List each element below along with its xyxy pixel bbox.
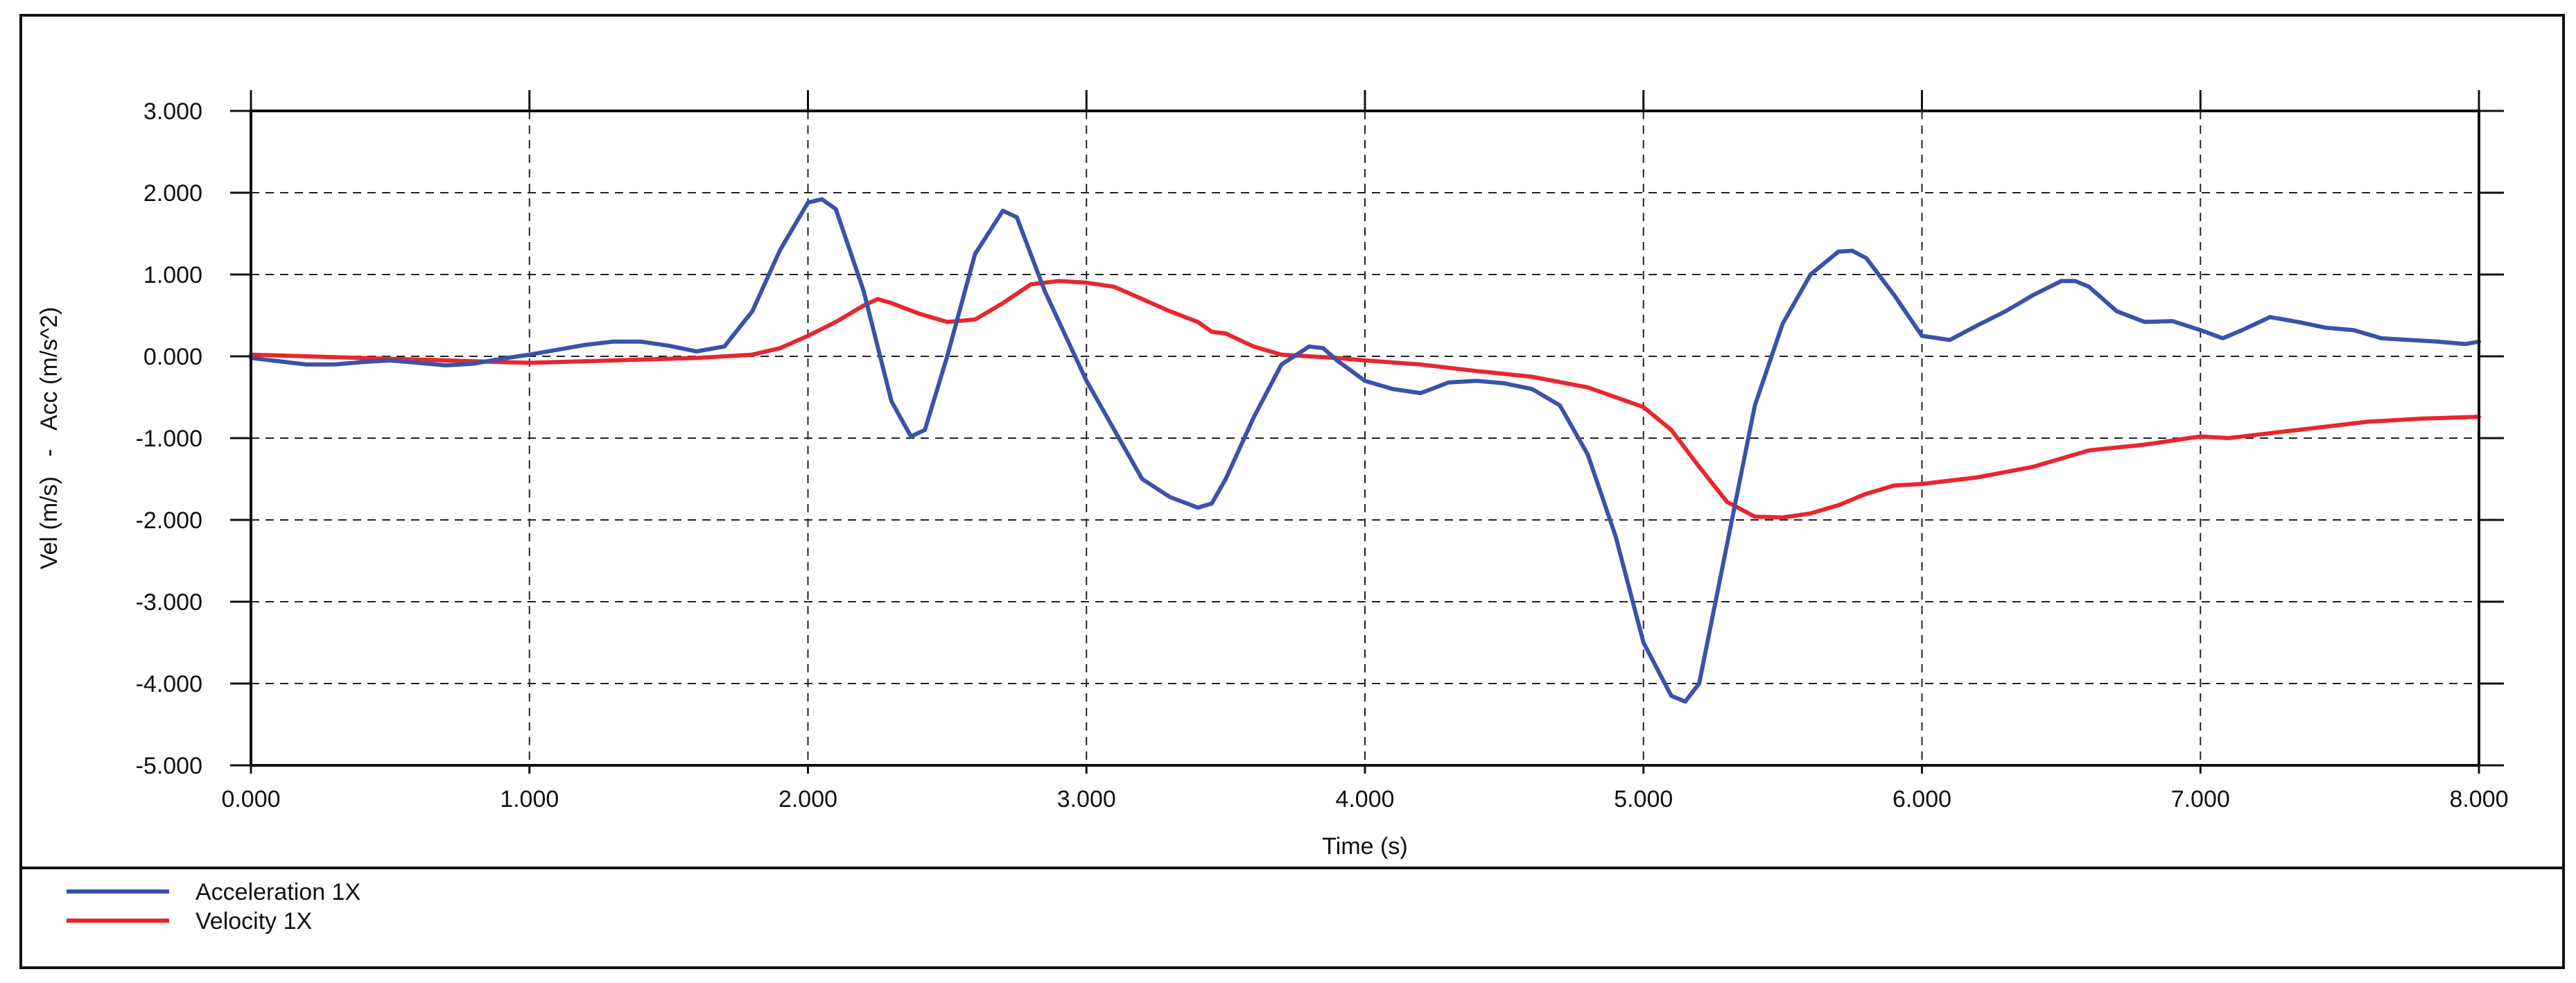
y-tick-label: 0.000 xyxy=(143,344,202,370)
y-tick-label: 2.000 xyxy=(143,180,202,207)
y-tick-label: -3.000 xyxy=(136,589,202,616)
y-tick-label: -4.000 xyxy=(136,671,202,697)
x-tick-label: 7.000 xyxy=(2171,786,2230,812)
x-tick-label: 3.000 xyxy=(1057,786,1116,812)
series-line-velocity-1x xyxy=(249,279,2481,520)
x-tick-label: 0.000 xyxy=(221,786,280,812)
plot-area-border xyxy=(250,110,2480,767)
series-line-acceleration-1x xyxy=(249,197,2481,704)
legend: Acceleration 1X Velocity 1X xyxy=(67,879,360,934)
y-tick-label: -2.000 xyxy=(136,507,202,534)
legend-label: Velocity 1X xyxy=(195,908,312,934)
grid xyxy=(251,111,2479,765)
series-layer xyxy=(249,197,2481,704)
legend-label: Acceleration 1X xyxy=(195,879,360,905)
x-axis-title: Time (s) xyxy=(1322,833,1407,860)
y-axis-title: Vel (m/s) - Acc (m/s^2) xyxy=(36,307,62,570)
chart-frame xyxy=(19,14,2565,969)
y-tick-label: 3.000 xyxy=(143,98,202,125)
x-tick-label: 8.000 xyxy=(2449,786,2508,812)
y-tick-label: 1.000 xyxy=(143,262,202,288)
x-tick-label: 4.000 xyxy=(1335,786,1394,812)
y-tick-label: -5.000 xyxy=(136,753,202,779)
x-tick-label: 5.000 xyxy=(1614,786,1673,812)
x-tick-label: 2.000 xyxy=(778,786,837,812)
y-tick-label: -1.000 xyxy=(136,426,202,452)
x-tick-labels: 0.000 1.000 2.000 3.000 4.000 5.000 6.000 7.000… xyxy=(221,786,2508,812)
x-tick-label: 6.000 xyxy=(1892,786,1951,812)
x-tick-label: 1.000 xyxy=(500,786,559,812)
y-tick-labels: 3.000 2.000 1.000 0.000 -1.000 -2.000 -3.000 -4… xyxy=(136,98,202,779)
ticks xyxy=(230,90,2504,774)
